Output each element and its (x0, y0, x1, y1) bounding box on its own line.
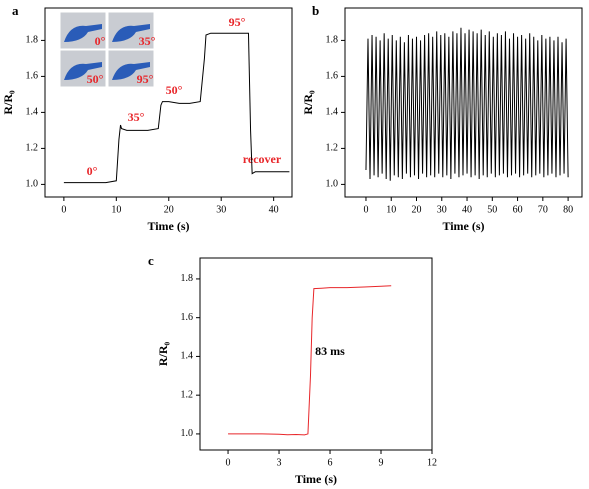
plot-frame (344, 7, 583, 198)
x-axis-label: Time (s) (147, 219, 189, 233)
y-tick-label: 1.0 (181, 428, 194, 439)
x-tick-label: 0 (363, 204, 368, 215)
x-tick-label: 30 (216, 204, 226, 215)
x-tick-label: 20 (164, 204, 174, 215)
x-tick-label: 0 (226, 457, 231, 468)
y-tick-label: 1.0 (26, 179, 39, 190)
y-axis-label: R/R₀ (156, 341, 170, 366)
y-tick-label: 1.6 (181, 312, 194, 323)
annotation: 35° (128, 110, 145, 124)
annotation: 95° (229, 15, 246, 29)
inset-label: 50° (87, 72, 104, 86)
x-tick-label: 12 (427, 457, 437, 468)
x-tick-label: 0 (61, 204, 66, 215)
x-tick-label: 60 (513, 204, 523, 215)
y-tick-label: 1.6 (26, 71, 39, 82)
data-line (228, 285, 392, 436)
annotation: 50° (166, 83, 183, 97)
x-tick-label: 20 (412, 204, 422, 215)
x-tick-label: 50 (487, 204, 497, 215)
y-tick-label: 1.2 (326, 143, 339, 154)
y-tick-label: 1.4 (26, 107, 39, 118)
x-tick-label: 30 (437, 204, 447, 215)
x-tick-label: 70 (538, 204, 548, 215)
x-axis-label: Time (s) (442, 219, 484, 233)
inset-label: 0° (95, 34, 106, 48)
y-tick-label: 1.2 (181, 389, 194, 400)
annotation: recover (243, 152, 282, 166)
panel-label: b (312, 3, 319, 18)
x-tick-label: 40 (269, 204, 279, 215)
panel-label: c (148, 253, 154, 268)
annotation: 83 ms (315, 344, 345, 358)
plot-frame (199, 257, 433, 451)
x-tick-label: 40 (462, 204, 472, 215)
y-tick-label: 1.4 (326, 107, 339, 118)
glove (112, 24, 150, 42)
glove (112, 62, 150, 80)
y-tick-label: 1.8 (181, 273, 194, 284)
x-axis-label: Time (s) (295, 472, 337, 486)
inset-label: 95° (137, 72, 154, 86)
x-tick-label: 3 (277, 457, 282, 468)
y-tick-label: 1.4 (181, 351, 194, 362)
y-tick-label: 1.8 (326, 35, 339, 46)
x-tick-label: 10 (386, 204, 396, 215)
annotation: 0° (87, 164, 98, 178)
y-tick-label: 1.0 (326, 179, 339, 190)
y-axis-label: R/R₀ (301, 90, 315, 115)
glove (64, 24, 102, 42)
inset-label: 35° (139, 34, 156, 48)
inset-photos (59, 11, 155, 88)
x-tick-label: 9 (379, 457, 384, 468)
data-line (365, 27, 569, 181)
y-axis-label: R/R₀ (1, 90, 15, 115)
glove (64, 62, 102, 80)
panel-label: a (12, 3, 19, 18)
x-tick-label: 80 (563, 204, 573, 215)
y-tick-label: 1.6 (326, 71, 339, 82)
data-line (63, 32, 290, 184)
y-tick-label: 1.2 (26, 143, 39, 154)
x-tick-label: 6 (328, 457, 333, 468)
y-tick-label: 1.8 (26, 35, 39, 46)
x-tick-label: 10 (111, 204, 121, 215)
